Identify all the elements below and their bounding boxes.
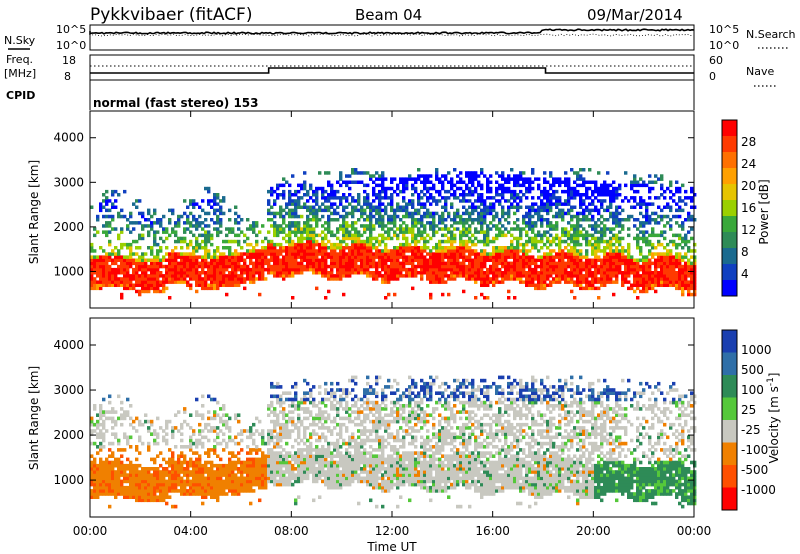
y-tick-label: 4000 xyxy=(53,338,84,352)
colorbar-tick-label: 12 xyxy=(741,223,756,237)
power-colorbar-label: Power [dB] xyxy=(757,179,771,244)
x-tick-label: 12:00 xyxy=(375,524,410,538)
colorbar-swatch xyxy=(722,280,737,297)
x-tick-label: 04:00 xyxy=(173,524,208,538)
colorbar-swatch xyxy=(722,200,737,217)
freq-strip-frame xyxy=(89,54,695,81)
colorbar-tick-label: 16 xyxy=(741,201,756,215)
y-tick-label: 4000 xyxy=(53,131,84,145)
colorbar-swatch xyxy=(722,442,737,466)
nsearch-line xyxy=(89,33,694,37)
nave-tick-bottom: 0 xyxy=(709,70,716,83)
colorbar-swatch xyxy=(722,232,737,249)
colorbar-tick-label: 100 xyxy=(741,383,764,397)
colorbar-swatch xyxy=(722,168,737,185)
x-axis-label: Time UT xyxy=(366,540,417,554)
velocity-colorbar: 1000 500 100 25 -25 -100 -500 -1000 xyxy=(721,329,776,511)
y-tick-label: 1000 xyxy=(53,473,84,487)
colorbar-frame xyxy=(721,119,738,297)
colorbar-swatch xyxy=(722,152,737,169)
x-tick-label: 16:00 xyxy=(475,524,510,538)
velocity-y-label: Slant Range [km] xyxy=(27,366,41,470)
nsky-tick-bottom: 10^0 xyxy=(56,39,86,52)
colorbar-tick-label: -500 xyxy=(741,463,768,477)
power-y-label: Slant Range [km] xyxy=(27,160,41,264)
nsearch-label: N.Search xyxy=(746,28,796,41)
time-x-axis: 00:00 04:00 08:00 12:00 16:00 20:00 00:00 xyxy=(73,111,712,538)
colorbar-tick-label: 4 xyxy=(741,267,749,281)
freq-unit-label: [MHz] xyxy=(4,67,36,80)
y-tick-label: 3000 xyxy=(53,175,84,189)
nave-tick-top: 60 xyxy=(709,54,723,67)
colorbar-tick-label: 500 xyxy=(741,363,764,377)
colorbar-tick-label: 25 xyxy=(741,403,756,417)
velocity-y-axis: 1000 2000 3000 4000 xyxy=(53,338,694,487)
colorbar-tick-label: -1000 xyxy=(741,483,776,497)
freq-series xyxy=(90,67,694,74)
colorbar-swatch xyxy=(722,420,737,443)
colorbar-swatch xyxy=(722,487,737,511)
colorbar-swatch xyxy=(722,248,737,265)
power-y-axis: 1000 2000 3000 4000 xyxy=(53,131,694,278)
colorbar-swatch xyxy=(722,352,737,376)
freq-tick-top: 18 xyxy=(62,54,76,67)
colorbar-tick-label: 28 xyxy=(741,135,756,149)
nsky-tick-top: 10^5 xyxy=(56,23,86,36)
colorbar-frame xyxy=(721,329,738,511)
colorbar-tick-label: 8 xyxy=(741,245,749,259)
cpid-label: CPID xyxy=(6,89,35,102)
colorbar-swatch xyxy=(722,375,737,398)
colorbar-swatch xyxy=(722,136,737,153)
colorbar-tick-label: 20 xyxy=(741,179,756,193)
x-tick-label: 00:00 xyxy=(73,524,108,538)
velocity-colorbar-label: Velocity [m s-1] xyxy=(766,373,781,464)
nsky-strip-frame xyxy=(89,24,695,51)
freq-tick-bottom: 8 xyxy=(64,70,71,83)
colorbar-tick-label: 1000 xyxy=(741,343,772,357)
beam-title: Beam 04 xyxy=(355,6,422,24)
nsky-label: N.Sky xyxy=(4,34,36,47)
colorbar-swatch xyxy=(722,330,737,353)
freq-line xyxy=(90,67,694,74)
nsky-line xyxy=(89,28,695,35)
x-tick-label: 00:00 xyxy=(677,524,712,538)
power-colorbar: 28 24 20 16 12 8 4 xyxy=(721,119,756,297)
colorbar-swatch xyxy=(722,264,737,281)
nsearch-tick-bottom: 10^0 xyxy=(709,39,739,52)
nave-label: Nave xyxy=(746,65,774,78)
cpid-text: normal (fast stereo) 153 xyxy=(93,96,259,110)
station-title: Pykkvibaer (fitACF) xyxy=(90,5,252,25)
x-tick-label: 08:00 xyxy=(274,524,309,538)
colorbar-swatch xyxy=(722,184,737,201)
colorbar-tick-label: -25 xyxy=(741,423,761,437)
power-heatmap xyxy=(90,168,697,300)
colorbar-tick-label: -100 xyxy=(741,443,768,457)
colorbar-swatch xyxy=(722,397,737,421)
colorbar-swatch xyxy=(722,216,737,233)
nsky-series xyxy=(89,28,695,37)
velocity-heatmap xyxy=(90,375,697,509)
x-tick-label: 20:00 xyxy=(576,524,611,538)
colorbar-tick-label: 24 xyxy=(741,157,756,171)
date-title: 09/Mar/2014 xyxy=(587,6,683,24)
y-tick-label: 3000 xyxy=(53,383,84,397)
colorbar-swatch xyxy=(722,120,737,137)
freq-label: Freq. xyxy=(6,53,33,66)
y-tick-label: 1000 xyxy=(53,264,84,278)
y-tick-label: 2000 xyxy=(53,428,84,442)
nsearch-tick-top: 10^5 xyxy=(709,23,739,36)
y-tick-label: 2000 xyxy=(53,220,84,234)
colorbar-swatch xyxy=(722,465,737,488)
